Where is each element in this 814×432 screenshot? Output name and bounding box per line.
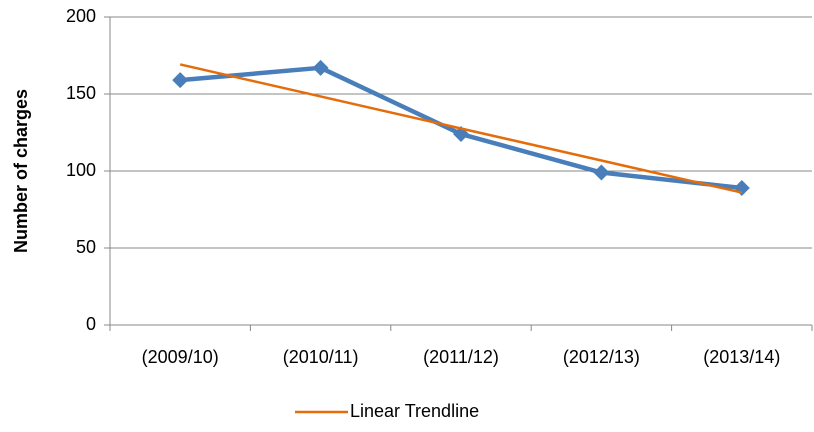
marker [172,72,189,89]
trendline [179,63,743,194]
x-tick-label: (2013/14) [703,347,780,367]
y-tick-label: 50 [76,237,96,257]
marker [453,126,469,143]
x-tick-label: (2011/12) [423,347,499,367]
x-tick-label: (2012/13) [563,347,640,367]
marker [733,179,750,196]
y-tick-label: 200 [66,6,96,26]
legend-label: Linear Trendline [350,401,479,421]
x-tick-label: (2009/10) [142,347,219,367]
y-axis-label: Number of charges [11,89,31,253]
marker [593,164,610,181]
y-tick-label: 100 [66,160,96,180]
y-tick-label: 0 [86,314,96,334]
marker [312,59,329,76]
x-tick-label: (2010/11) [283,347,359,367]
y-tick-label: 150 [66,83,96,103]
